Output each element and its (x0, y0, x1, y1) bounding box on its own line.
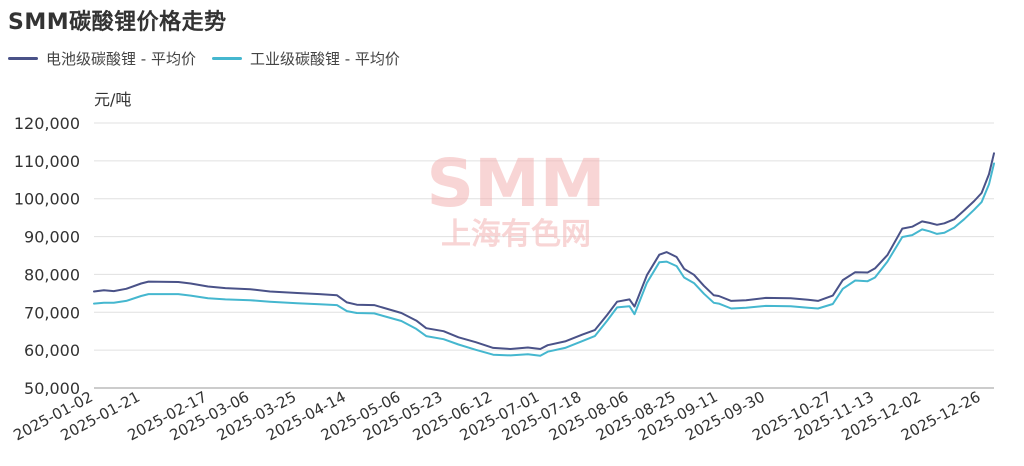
x-axis: 2025-01-022025-01-212025-02-172025-03-06… (10, 388, 983, 445)
legend-label-industrial: 工业级碳酸锂 - 平均价 (249, 50, 400, 68)
series-lines (93, 152, 995, 357)
y-tick-label: 80,000 (24, 265, 80, 284)
legend-swatch-battery (8, 57, 38, 60)
watermark-text: 上海有色网 (441, 217, 591, 252)
y-tick-label: 100,000 (14, 190, 80, 209)
y-tick-label: 50,000 (24, 379, 80, 398)
legend-item-battery[interactable]: 电池级碳酸锂 - 平均价 (8, 48, 196, 69)
y-tick-label: 120,000 (14, 114, 80, 133)
y-axis: 50,000 60,000 70,000 80,000 90,000 100,000 110… (14, 114, 80, 398)
chart-grid (94, 122, 994, 389)
y-tick-label: 90,000 (24, 228, 80, 247)
chart-legend: 电池级碳酸锂 - 平均价 工业级碳酸锂 - 平均价 (8, 48, 416, 69)
legend-label-battery: 电池级碳酸锂 - 平均价 (46, 50, 196, 68)
watermark: SMM 上海有色网 (427, 145, 606, 252)
watermark-logo: SMM (427, 145, 606, 222)
y-tick-label: 70,000 (24, 303, 80, 322)
y-tick-label: 110,000 (14, 152, 80, 171)
y-tick-label: 60,000 (24, 341, 80, 360)
chart-title: SMM碳酸锂价格走势 (8, 10, 227, 35)
series-line-battery (93, 152, 995, 350)
y-axis-unit: 元/吨 (94, 90, 132, 109)
legend-item-industrial[interactable]: 工业级碳酸锂 - 平均价 (211, 48, 400, 69)
series-line-industrial (93, 162, 995, 357)
legend-swatch-industrial (211, 57, 242, 60)
